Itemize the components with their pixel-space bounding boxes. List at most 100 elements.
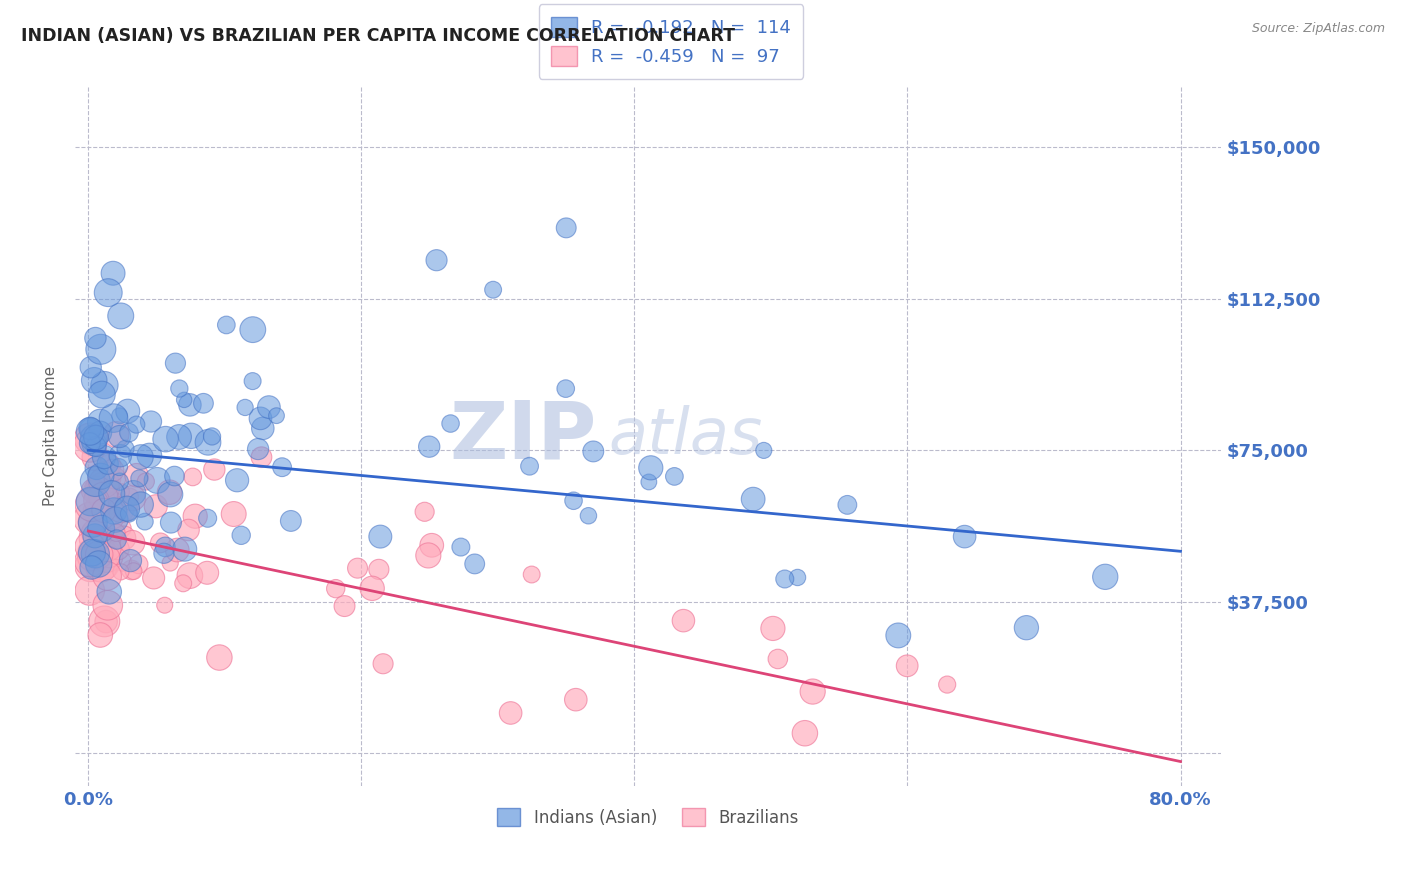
Point: [111, 521, 134, 535]
Point: [90, 522, 112, 536]
Point: [83, 436, 105, 450]
Point: [180, 429, 202, 443]
Point: [233, 401, 256, 415]
Point: [742, 492, 765, 507]
Point: [105, 427, 128, 442]
Point: [91, 558, 114, 572]
Point: [226, 473, 249, 487]
Point: [80, 545, 103, 559]
Point: [146, 474, 169, 488]
Point: [249, 411, 271, 425]
Point: [93, 615, 115, 629]
Point: [82, 483, 104, 498]
Point: [79, 583, 101, 598]
Point: [159, 485, 181, 500]
Point: [110, 309, 132, 323]
Point: [172, 576, 194, 591]
Point: [121, 535, 143, 549]
Point: [114, 502, 136, 516]
Point: [93, 475, 115, 490]
Point: [837, 498, 859, 512]
Point: [122, 564, 145, 578]
Point: [103, 525, 125, 540]
Point: [1015, 621, 1038, 635]
Point: [135, 475, 157, 489]
Point: [89, 415, 111, 429]
Text: ZIP: ZIP: [450, 397, 596, 475]
Point: [104, 471, 127, 485]
Point: [91, 490, 114, 504]
Point: [90, 387, 112, 401]
Point: [79, 494, 101, 508]
Legend: Indians (Asian), Brazilians: Indians (Asian), Brazilians: [491, 801, 806, 833]
Point: [79, 425, 101, 439]
Point: [801, 684, 824, 698]
Point: [108, 475, 131, 489]
Point: [752, 443, 775, 458]
Point: [100, 486, 122, 500]
Point: [582, 444, 605, 458]
Point: [439, 417, 461, 431]
Point: [83, 431, 105, 445]
Point: [93, 450, 115, 464]
Point: [84, 547, 107, 561]
Point: [953, 530, 976, 544]
Point: [482, 283, 505, 297]
Point: [520, 567, 543, 582]
Text: INDIAN (ASIAN) VS BRAZILIAN PER CAPITA INCOME CORRELATION CHART: INDIAN (ASIAN) VS BRAZILIAN PER CAPITA I…: [21, 27, 735, 45]
Point: [110, 502, 132, 516]
Point: [578, 508, 600, 523]
Point: [418, 549, 440, 563]
Point: [101, 463, 124, 477]
Point: [87, 500, 110, 514]
Point: [79, 540, 101, 554]
Point: [128, 557, 150, 571]
Point: [101, 266, 124, 280]
Text: Source: ZipAtlas.com: Source: ZipAtlas.com: [1251, 22, 1385, 36]
Point: [450, 540, 472, 554]
Point: [762, 622, 785, 636]
Point: [519, 459, 541, 474]
Point: [97, 599, 120, 613]
Point: [97, 285, 120, 300]
Point: [93, 481, 115, 495]
Point: [134, 515, 156, 529]
Point: [86, 483, 108, 498]
Point: [122, 486, 145, 500]
Point: [139, 415, 162, 429]
Point: [79, 558, 101, 573]
Point: [333, 599, 356, 613]
Point: [637, 475, 659, 489]
Point: [640, 460, 662, 475]
Point: [79, 554, 101, 568]
Point: [86, 493, 108, 508]
Point: [896, 658, 918, 673]
Point: [418, 440, 440, 454]
Point: [103, 504, 125, 518]
Point: [887, 628, 910, 642]
Point: [98, 584, 121, 599]
Point: [89, 547, 111, 561]
Point: [129, 450, 152, 464]
Point: [193, 396, 215, 410]
Point: [107, 542, 129, 557]
Point: [368, 530, 391, 544]
Point: [145, 500, 167, 514]
Point: [167, 430, 190, 444]
Point: [89, 425, 111, 440]
Point: [83, 373, 105, 387]
Point: [104, 513, 127, 527]
Point: [120, 553, 142, 567]
Point: [231, 528, 253, 542]
Point: [165, 356, 187, 370]
Point: [121, 491, 143, 505]
Point: [252, 421, 274, 435]
Point: [555, 220, 578, 235]
Point: [118, 425, 141, 440]
Point: [79, 432, 101, 446]
Point: [101, 496, 124, 510]
Point: [361, 582, 384, 596]
Point: [499, 706, 522, 720]
Point: [672, 614, 695, 628]
Point: [90, 343, 112, 357]
